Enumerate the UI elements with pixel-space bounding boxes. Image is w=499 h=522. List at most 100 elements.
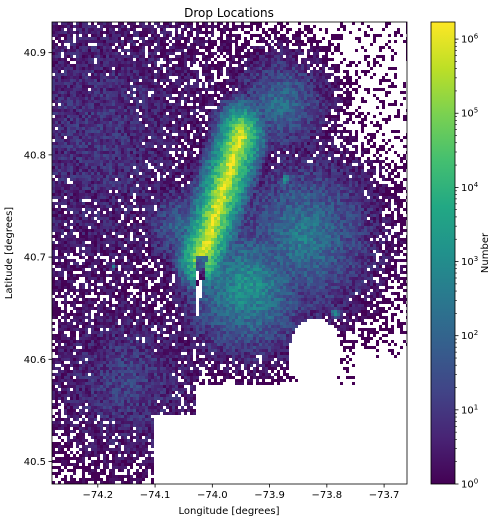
heatmap-cell (160, 157, 163, 160)
heatmap-cell (118, 346, 121, 349)
heatmap-cell (52, 382, 55, 385)
heatmap-cell (115, 85, 118, 88)
heatmap-cell (61, 451, 64, 454)
heatmap-cell (58, 289, 61, 292)
heatmap-cell (73, 52, 76, 55)
heatmap-cell (133, 145, 136, 148)
heatmap-cell (124, 424, 127, 427)
heatmap-cell (97, 310, 100, 313)
heatmap-cell (97, 103, 100, 106)
heatmap-cell (88, 337, 91, 340)
heatmap-cell (100, 196, 103, 199)
heatmap-cell (91, 427, 94, 430)
heatmap-cell (109, 367, 112, 370)
heatmap-cell (79, 193, 82, 196)
heatmap-cell (85, 439, 88, 442)
heatmap-cell (82, 361, 85, 364)
heatmap-cell (121, 370, 124, 373)
heatmap-cell (88, 391, 91, 394)
heatmap-cell (124, 400, 127, 403)
heatmap-cell (67, 436, 70, 439)
heatmap-cell (82, 28, 85, 31)
heatmap-cell (97, 445, 100, 448)
heatmap-cell (94, 370, 97, 373)
heatmap-cell (64, 325, 67, 328)
heatmap-cell (91, 220, 94, 223)
heatmap-cell (73, 25, 76, 28)
heatmap-cell (145, 289, 148, 292)
heatmap-cell (82, 220, 85, 223)
heatmap-cell (55, 391, 58, 394)
heatmap-cell (88, 193, 91, 196)
heatmap-cell (139, 61, 142, 64)
heatmap-cell (157, 250, 160, 253)
heatmap-cell (124, 154, 127, 157)
heatmap-cell (85, 40, 88, 43)
heatmap-cell (157, 181, 160, 184)
heatmap-cell (130, 229, 133, 232)
heatmap-cell (64, 58, 67, 61)
heatmap-cell (76, 364, 79, 367)
heatmap-cell (157, 157, 160, 160)
heatmap-cell (61, 364, 64, 367)
heatmap-cell (52, 100, 55, 103)
heatmap-cell (115, 202, 118, 205)
heatmap-cell (103, 310, 106, 313)
heatmap-cell (136, 82, 139, 85)
heatmap-cell (145, 265, 148, 268)
heatmap-cell (70, 184, 73, 187)
heatmap-cell (97, 340, 100, 343)
heatmap-cell (85, 400, 88, 403)
heatmap-cell (91, 430, 94, 433)
heatmap-cell (94, 364, 97, 367)
heatmap-cell (148, 367, 151, 370)
heatmap-cell (70, 79, 73, 82)
heatmap-cell (112, 463, 115, 466)
heatmap-cell (88, 223, 91, 226)
heatmap-cell (76, 154, 79, 157)
heatmap-cell (91, 304, 94, 307)
heatmap-cell (148, 97, 151, 100)
heatmap-cell (52, 64, 55, 67)
heatmap-cell (67, 445, 70, 448)
heatmap-cell (142, 328, 145, 331)
heatmap-cell (124, 394, 127, 397)
heatmap-cell (70, 349, 73, 352)
heatmap-cell (61, 373, 64, 376)
heatmap-cell (55, 181, 58, 184)
heatmap-cell (139, 448, 142, 451)
heatmap-cell (109, 355, 112, 358)
heatmap-cell (106, 436, 109, 439)
heatmap-cell (151, 193, 154, 196)
heatmap-cell (55, 226, 58, 229)
heatmap-cell (58, 409, 61, 412)
heatmap-cell (61, 355, 64, 358)
heatmap-cell (112, 217, 115, 220)
heatmap-cell (121, 196, 124, 199)
heatmap-cell (67, 196, 70, 199)
heatmap-cell (94, 88, 97, 91)
heatmap-cell (133, 478, 136, 481)
heatmap-cell (118, 55, 121, 58)
heatmap-cell (115, 373, 118, 376)
heatmap-cell (97, 295, 100, 298)
heatmap-cell (136, 292, 139, 295)
heatmap-cell (139, 88, 142, 91)
heatmap-cell (127, 463, 130, 466)
heatmap-cell (151, 427, 154, 430)
heatmap-cell (151, 136, 154, 139)
heatmap-cell (79, 73, 82, 76)
heatmap-cell (70, 430, 73, 433)
heatmap-cell (103, 451, 106, 454)
heatmap-cell (67, 64, 70, 67)
heatmap-cell (130, 433, 133, 436)
heatmap-cell (61, 250, 64, 253)
heatmap-cell (91, 169, 94, 172)
heatmap-cell (142, 409, 145, 412)
heatmap-cell (139, 133, 142, 136)
heatmap-cell (160, 343, 163, 346)
heatmap-cell (88, 187, 91, 190)
heatmap-cell (139, 37, 142, 40)
heatmap-cell (91, 124, 94, 127)
heatmap-cell (133, 367, 136, 370)
